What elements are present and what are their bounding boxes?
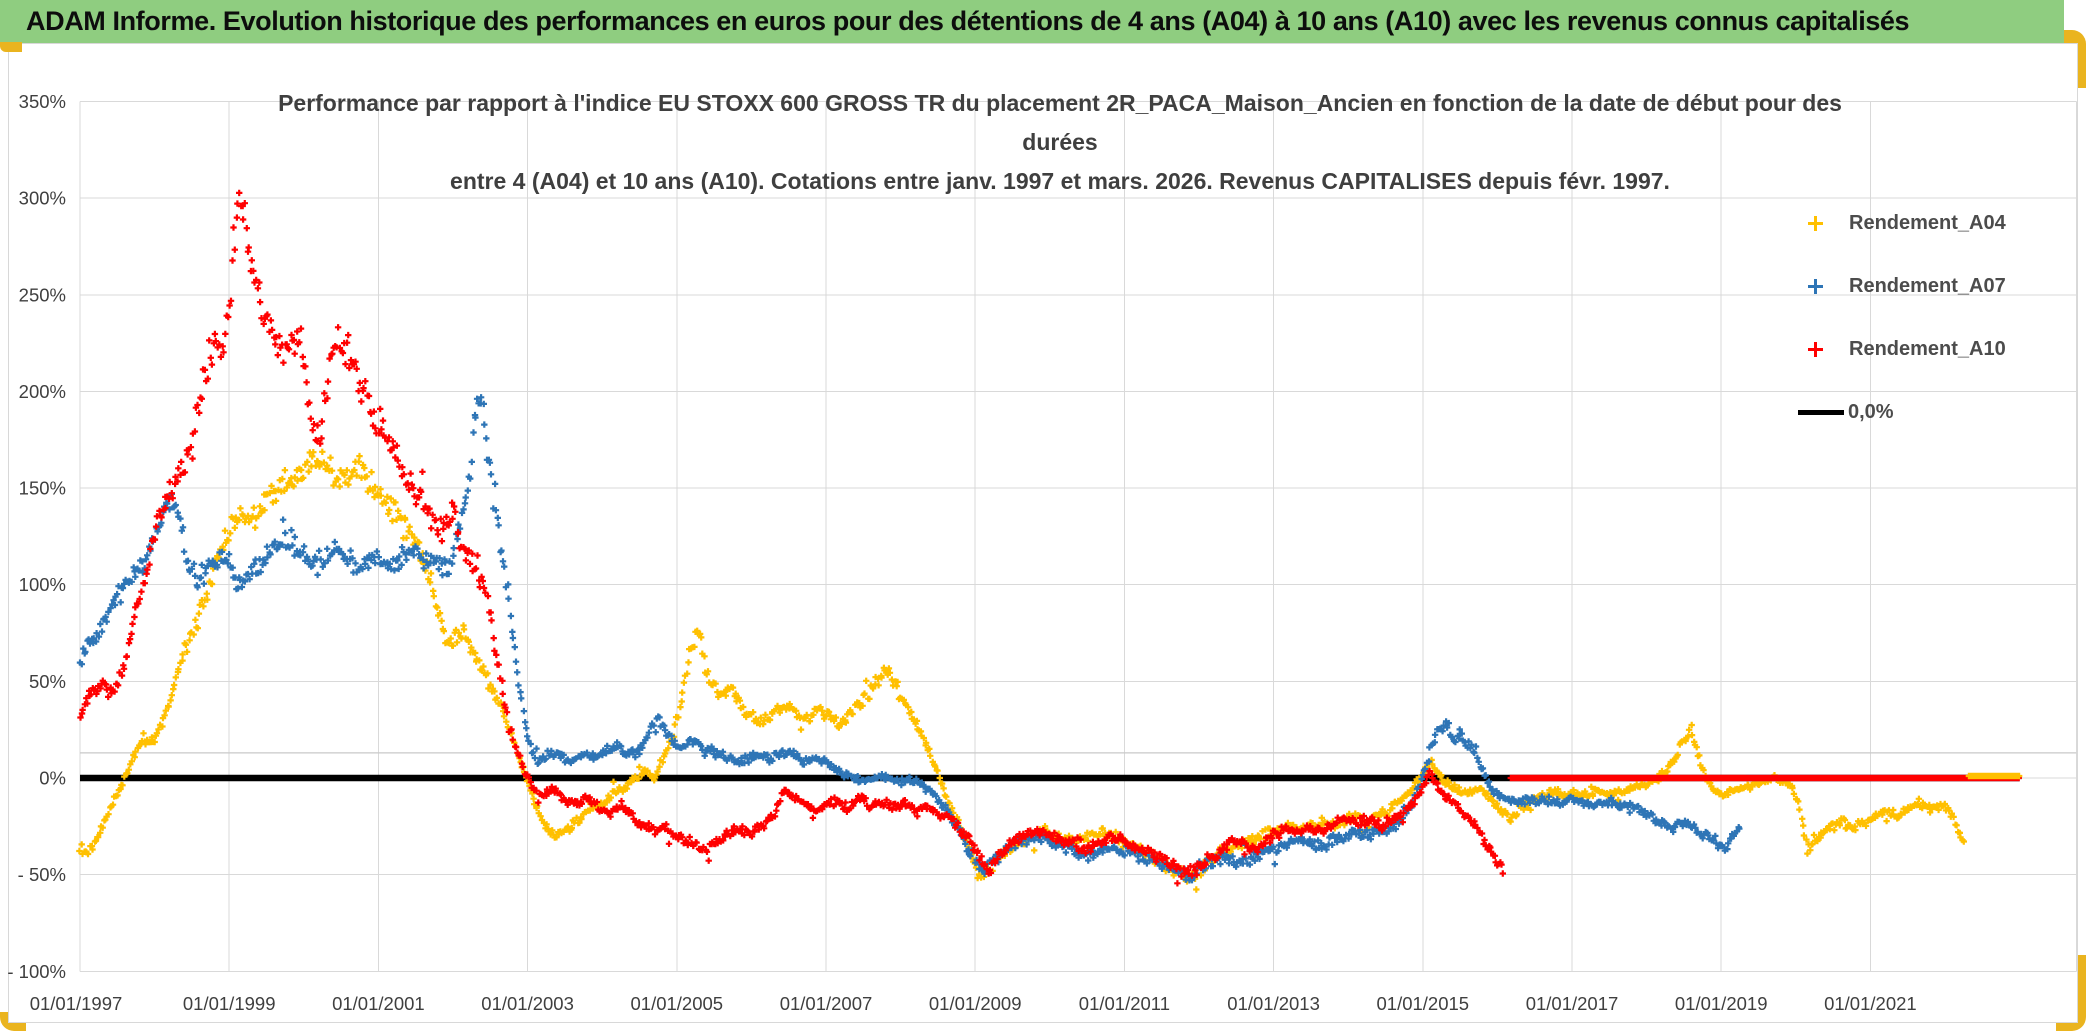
x-axis-tick-label: 01/01/2019 xyxy=(1675,993,1768,1014)
legend-label: Rendement_A07 xyxy=(1849,275,2006,297)
x-axis-tick-label: 01/01/1999 xyxy=(183,993,276,1014)
x-axis-tick-label: 01/01/2009 xyxy=(929,993,1022,1014)
legend-label: Rendement_A10 xyxy=(1849,338,2006,360)
chart-title-line-2: durées xyxy=(1022,129,1098,155)
legend-entry-zero-line[interactable]: 0,0% xyxy=(1798,381,2006,444)
gridlines xyxy=(79,101,2077,972)
header-bar: ADAM Informe. Evolution historique des p… xyxy=(0,0,2064,43)
plus-marker-icon xyxy=(1808,279,1823,294)
chart-title: Performance par rapport à l'indice EU ST… xyxy=(80,84,2040,201)
header-title: ADAM Informe. Evolution historique des p… xyxy=(26,6,1910,36)
x-axis-tick-label: 01/01/2015 xyxy=(1377,993,1470,1014)
chart-title-line-1: Performance par rapport à l'indice EU ST… xyxy=(278,90,1842,116)
chart-legend: Rendement_A04 Rendement_A07 Rendement_A1… xyxy=(1798,192,2006,444)
y-axis-tick-label: 300% xyxy=(19,188,66,209)
x-axis-tick-label: 01/01/2001 xyxy=(332,993,425,1014)
legend-entry-rendement-a04[interactable]: Rendement_A04 xyxy=(1798,192,2006,255)
gold-tab-top-left xyxy=(0,42,22,52)
x-axis-tick-label: 01/01/2021 xyxy=(1824,993,1917,1014)
y-axis-tick-label: 100% xyxy=(19,574,66,595)
legend-entry-rendement-a07[interactable]: Rendement_A07 xyxy=(1798,255,2006,318)
series-Rendement_A10-zero-run xyxy=(1507,774,2022,782)
plus-marker-icon xyxy=(1808,216,1823,231)
x-axis-tick-label: 01/01/2017 xyxy=(1526,993,1619,1014)
series-Rendement_A04-zero-run xyxy=(1965,772,2023,780)
y-axis-tick-label: 200% xyxy=(19,381,66,402)
chart-title-line-3: entre 4 (A04) et 10 ans (A10). Cotations… xyxy=(450,168,1670,194)
y-axis-tick-label: 50% xyxy=(29,671,66,692)
y-axis-tick-label: 150% xyxy=(19,478,66,499)
legend-entry-rendement-a10[interactable]: Rendement_A10 xyxy=(1798,318,2006,381)
y-axis-tick-label: - 100% xyxy=(7,961,66,982)
x-axis-tick-label: 01/01/2003 xyxy=(481,993,574,1014)
x-axis-tick-label: 01/01/2005 xyxy=(631,993,724,1014)
series-Rendement_A10[interactable] xyxy=(77,189,1506,887)
x-axis-tick-label: 01/01/2011 xyxy=(1079,993,1170,1014)
x-axis-tick-label: 01/01/1997 xyxy=(30,993,123,1014)
x-axis-tick-label: 01/01/2013 xyxy=(1227,993,1320,1014)
y-axis-labels: 350% 300% 250% 200% 150% 100% 50% 0% - 50% - 100% xyxy=(7,91,66,982)
y-axis-tick-label: - 50% xyxy=(18,864,66,885)
legend-label: 0,0% xyxy=(1848,401,1894,423)
zero-line-swatch-icon xyxy=(1798,410,1844,415)
chart-panel xyxy=(8,43,2078,1023)
y-axis-tick-label: 0% xyxy=(39,768,66,789)
y-axis-tick-label: 350% xyxy=(19,91,66,112)
plus-marker-icon xyxy=(1808,342,1823,357)
legend-label: Rendement_A04 xyxy=(1849,212,2006,234)
x-axis-labels: 01/01/1997 01/01/1999 01/01/2001 01/01/2003… xyxy=(30,993,1917,1014)
y-axis-tick-label: 250% xyxy=(19,284,66,305)
x-axis-tick-label: 01/01/2007 xyxy=(780,993,873,1014)
